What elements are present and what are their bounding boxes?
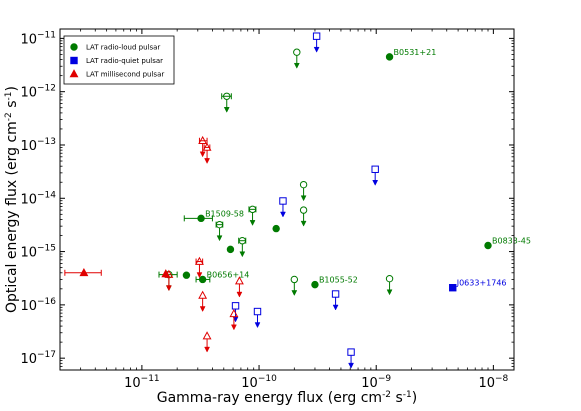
plot-background	[60, 29, 514, 370]
y-tick-label: 10−16	[20, 297, 56, 314]
data-point	[195, 256, 204, 265]
point-label: B0833-45	[492, 237, 531, 246]
upper-limit-arrow-head	[230, 324, 237, 331]
data-point	[385, 53, 394, 61]
data-point	[253, 307, 262, 316]
data-point	[279, 197, 287, 205]
x-tick-label: 10−8	[478, 374, 508, 391]
y-tick-label: 10−13	[20, 137, 56, 154]
upper-limit-arrow-head	[332, 304, 339, 311]
legend-label: LAT radio-quiet pulsar	[86, 57, 163, 65]
data-point	[198, 275, 207, 284]
upper-limit-arrow-head	[204, 158, 210, 164]
legend-marker	[70, 43, 78, 51]
upper-limit-arrow-head	[165, 285, 172, 292]
data-point	[311, 280, 319, 289]
series-lat-radio-quiet-pulsar-upper-limits	[231, 32, 379, 369]
data-point	[385, 274, 394, 283]
data-point	[215, 220, 224, 229]
series-lat-radio-quiet-pulsar: J0633+1746	[449, 279, 507, 292]
data-point	[198, 290, 208, 299]
data-point	[202, 331, 212, 340]
data-point	[347, 348, 355, 356]
y-tick-label: 10−17	[20, 350, 56, 367]
legend-label: LAT millisecond pulsar	[86, 71, 164, 79]
data-point	[182, 271, 191, 279]
data-marks: B0531+21 B0833-45 B1509-58 B1055-52 B0656+14…	[64, 32, 531, 369]
upper-limit-arrow-head	[313, 46, 320, 53]
legend-label: LAT radio-loud pulsar	[86, 44, 160, 52]
upper-limit-arrow-head	[249, 220, 256, 226]
upper-limit-arrow-head	[199, 306, 206, 313]
point-label: B0656+14	[207, 270, 250, 279]
data-point	[229, 308, 239, 318]
point-label: J0633+1746	[456, 279, 507, 288]
series-lat-radio-loud-pulsar-upper-limits	[158, 48, 394, 297]
data-point	[312, 32, 321, 40]
series-lat-radio-loud-pulsar: B0531+21 B0833-45 B1509-58 B1055-52 B0656+14	[182, 48, 531, 289]
upper-limit-arrow-head	[348, 362, 354, 369]
legend-box	[63, 35, 175, 85]
data-point	[449, 284, 457, 292]
y-axis-title: Optical energy flux (erg cm-2 s-1)	[4, 86, 20, 313]
data-point	[198, 135, 208, 145]
plot-frame	[59, 28, 515, 371]
plot-area	[60, 29, 514, 370]
data-point	[164, 269, 174, 278]
upper-limit-arrow-head	[239, 251, 246, 258]
upper-limit-arrow-head	[300, 195, 307, 202]
y-tick-label: 10−12	[20, 84, 56, 101]
data-point	[79, 267, 89, 277]
x-tick-label: 10−9	[361, 374, 391, 391]
data-point	[484, 241, 492, 250]
x-tick-label: 10−11	[124, 374, 160, 391]
data-point	[293, 48, 301, 56]
data-point	[226, 245, 235, 254]
legend-marker	[70, 56, 78, 65]
upper-limit-arrow-head	[196, 272, 203, 279]
upper-limit-arrow-head	[223, 107, 230, 113]
legend-marker	[69, 69, 79, 78]
data-point	[197, 214, 205, 223]
point-label: B0531+21	[394, 48, 437, 57]
data-point	[299, 180, 308, 189]
data-point	[272, 224, 280, 233]
data-point	[238, 236, 247, 245]
upper-limit-arrow-head	[254, 322, 261, 329]
data-point	[371, 165, 379, 173]
point-label: B1509-58	[205, 209, 244, 218]
upper-limit-arrow-head	[204, 346, 210, 353]
upper-limit-arrow-head	[386, 289, 393, 296]
axes: 10−11 10−10 10−9 10−8 10−17 10−16 10−15 10−14 10…	[20, 28, 515, 391]
upper-limit-arrow-head	[293, 62, 300, 69]
data-point	[231, 302, 240, 310]
data-point	[299, 206, 308, 214]
y-tick-label: 10−14	[20, 190, 56, 207]
legend: LAT radio-loud pulsar LAT radio-quiet pul…	[63, 35, 175, 85]
upper-limit-arrow-head	[280, 211, 286, 218]
upper-limit-arrow-head	[216, 235, 223, 242]
data-point	[331, 290, 340, 298]
y-tick-label: 10−15	[20, 244, 56, 261]
data-point	[290, 275, 299, 284]
upper-limit-arrow-head	[291, 290, 298, 297]
upper-limit-arrow-head	[372, 180, 379, 186]
x-axis-title: Gamma-ray energy flux (erg cm-2 s-1)	[157, 390, 418, 406]
upper-limit-arrow-head	[300, 220, 307, 227]
series-lat-millisecond-pulsar-upper-limits	[164, 135, 244, 353]
data-point	[234, 276, 244, 285]
upper-limit-arrow-head	[236, 291, 243, 298]
x-tick-label: 10−10	[241, 374, 277, 391]
upper-limit-arrow-head	[199, 151, 206, 158]
data-point	[248, 205, 257, 214]
point-label: B1055-52	[319, 276, 358, 285]
data-point	[223, 92, 231, 100]
data-point	[202, 142, 212, 151]
y-tick-label: 10−11	[20, 30, 56, 47]
